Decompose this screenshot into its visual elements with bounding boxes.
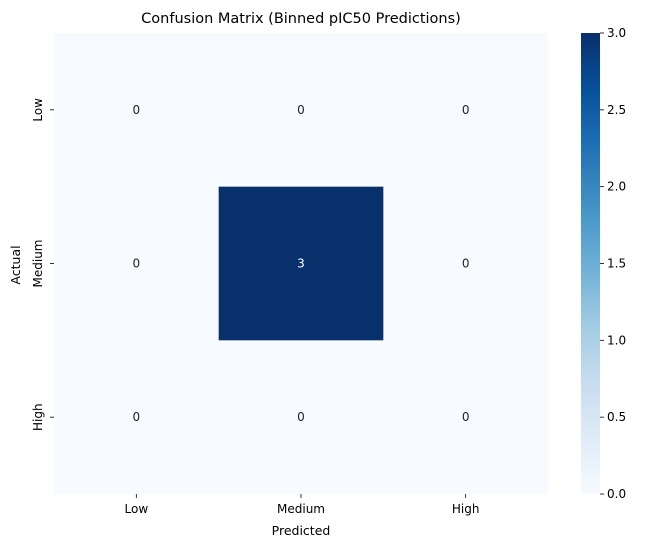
cell-value-label: 0 <box>462 410 470 424</box>
heatmap-cell <box>383 33 549 188</box>
cell-value-label: 3 <box>297 257 305 271</box>
colorbar-tick-label: 2.0 <box>607 180 626 194</box>
chart-title: Confusion Matrix (Binned pIC50 Predictio… <box>141 11 461 27</box>
x-axis-ticks: Low Medium High <box>125 494 480 516</box>
colorbar <box>581 33 600 494</box>
colorbar-tick-label: 3.0 <box>607 26 626 40</box>
colorbar-tick-label: 2.5 <box>607 103 626 117</box>
colorbar-tick-label: 0.0 <box>607 487 626 501</box>
colorbar-tick-label: 1.5 <box>607 257 626 271</box>
x-tick-label: Medium <box>277 502 325 516</box>
cell-value-label: 0 <box>297 103 305 117</box>
heatmap-cell <box>54 340 220 495</box>
y-tick-label: Medium <box>31 240 45 288</box>
heatmap-cell <box>218 33 384 188</box>
colorbar-ticks: 0.0 0.5 1.0 1.5 2.0 2.5 3.0 <box>600 26 626 501</box>
cell-value-label: 0 <box>462 257 470 271</box>
heatmap-cell <box>383 186 549 341</box>
heatmap-cell <box>383 340 549 495</box>
colorbar-tick-label: 0.5 <box>607 410 626 424</box>
cell-value-label: 0 <box>133 410 141 424</box>
heatmap-cells: 0 0 0 0 3 0 0 0 0 <box>54 33 549 495</box>
cell-value-label: 0 <box>462 103 470 117</box>
heatmap-cell <box>54 186 220 341</box>
heatmap-cell <box>218 186 384 341</box>
cell-value-label: 0 <box>297 410 305 424</box>
cell-value-label: 0 <box>133 103 141 117</box>
heatmap-cell <box>218 340 384 495</box>
x-tick-label: High <box>452 502 480 516</box>
colorbar-tick-label: 1.0 <box>607 333 626 347</box>
y-axis-ticks: Low Medium High <box>31 98 54 431</box>
x-axis-label: Predicted <box>272 523 331 538</box>
y-tick-label: Low <box>31 98 45 122</box>
heatmap-cell <box>54 33 220 188</box>
y-tick-label: High <box>31 403 45 431</box>
cell-value-label: 0 <box>133 257 141 271</box>
x-tick-label: Low <box>125 502 149 516</box>
y-axis-label: Actual <box>8 245 23 284</box>
